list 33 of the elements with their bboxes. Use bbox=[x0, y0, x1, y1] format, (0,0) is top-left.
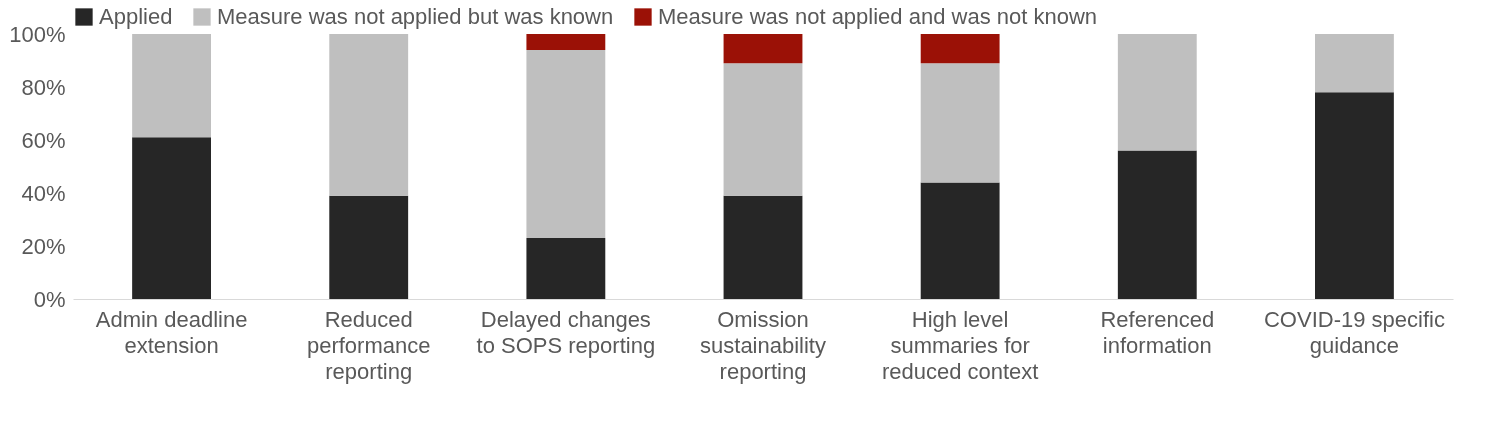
bar bbox=[132, 34, 211, 138]
legend-label: Measure was not applied and was not known bbox=[658, 4, 1098, 29]
bar bbox=[1117, 150, 1197, 299]
bar bbox=[526, 34, 606, 50]
legend-label: Measure was not applied but was known bbox=[217, 4, 614, 29]
bar bbox=[1315, 34, 1394, 93]
y-tick-label: 100% bbox=[9, 21, 66, 47]
bar bbox=[329, 34, 409, 196]
bar bbox=[526, 238, 606, 299]
bar bbox=[1315, 92, 1394, 299]
x-tick-label: Reduced performance reporting bbox=[306, 306, 431, 384]
y-tick-label: 80% bbox=[21, 74, 66, 100]
bar bbox=[329, 195, 409, 299]
bar bbox=[1117, 34, 1197, 151]
bar bbox=[920, 63, 1000, 183]
legend-label: Applied bbox=[99, 4, 173, 29]
bar bbox=[920, 182, 1000, 299]
x-tick-label: Delayed changes to SOPS reporting bbox=[476, 306, 656, 358]
bar bbox=[723, 63, 803, 196]
x-tick-label: Referenced information bbox=[1100, 306, 1215, 358]
bar bbox=[526, 49, 606, 239]
x-tick-label: Omission sustainability reporting bbox=[700, 306, 826, 384]
y-tick-label: 60% bbox=[21, 127, 66, 153]
x-tick-label: COVID-19 specific guidance bbox=[1263, 306, 1445, 358]
bar bbox=[920, 34, 1000, 64]
y-tick-label: 0% bbox=[33, 286, 66, 312]
y-tick-label: 40% bbox=[21, 180, 66, 206]
bar bbox=[723, 34, 803, 64]
bar bbox=[723, 195, 803, 299]
bar bbox=[132, 137, 211, 299]
x-tick-label: High level summaries for reduced context bbox=[881, 306, 1039, 384]
x-tick-label: Admin deadline extension bbox=[95, 306, 248, 358]
y-tick-label: 20% bbox=[21, 233, 66, 259]
